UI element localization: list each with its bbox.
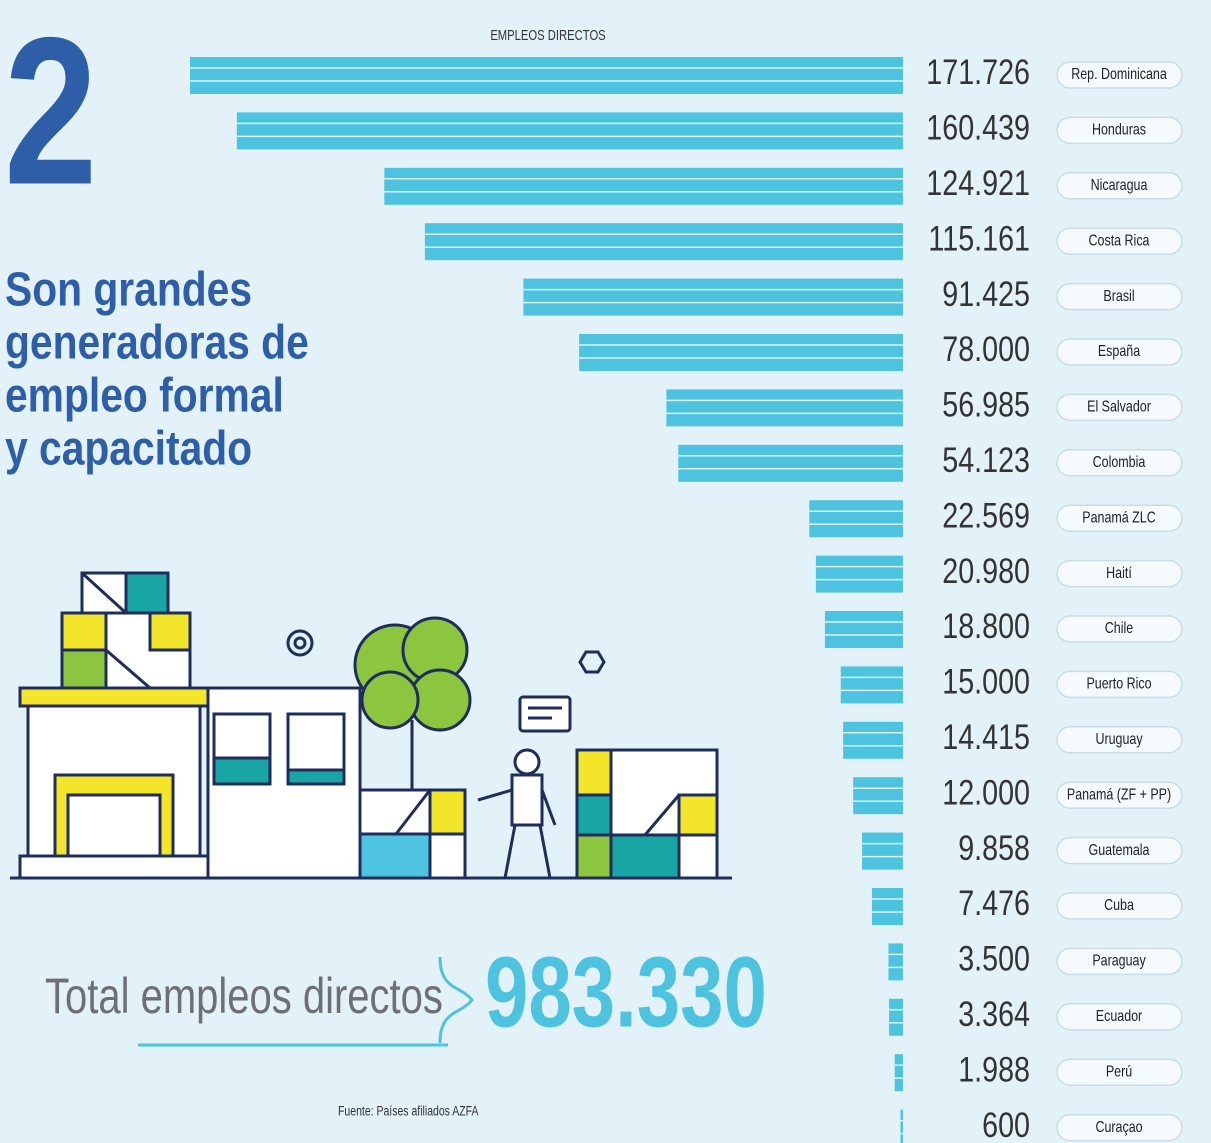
category-pill — [1056, 726, 1183, 754]
total-value: 983.330 — [485, 937, 767, 1049]
category-pill — [1056, 61, 1183, 89]
category-pill — [1056, 1003, 1183, 1031]
category-pill — [1056, 227, 1183, 255]
total-label: Total empleos directos — [45, 968, 443, 1024]
bar — [809, 500, 903, 538]
bar — [815, 555, 903, 593]
category-pill — [1056, 892, 1183, 920]
value-label: 171.726 — [926, 53, 1030, 92]
category-label: Chile — [1105, 620, 1133, 638]
value-label: 18.800 — [942, 607, 1030, 646]
value-label: 78.000 — [942, 330, 1030, 369]
category-label: Rep. Dominicana — [1071, 66, 1167, 84]
category-label: Cuba — [1104, 897, 1134, 915]
bar — [824, 611, 903, 648]
value-label: 56.985 — [942, 385, 1030, 424]
bar — [840, 666, 903, 704]
value-label: 3.364 — [958, 994, 1030, 1033]
category-label: Guatemala — [1089, 841, 1150, 859]
category-pill — [1056, 781, 1183, 809]
category-pill — [1056, 615, 1183, 643]
category-label: Paraguay — [1092, 952, 1146, 970]
bar — [678, 444, 903, 482]
title-line: empleo formal — [5, 370, 284, 423]
category-label: Haití — [1106, 564, 1132, 582]
value-label: 160.439 — [926, 108, 1030, 147]
bar — [190, 57, 903, 94]
category-label: Panamá ZLC — [1082, 509, 1155, 527]
category-pill — [1056, 670, 1183, 699]
value-label: 124.921 — [926, 163, 1030, 202]
category-pill — [1056, 947, 1183, 976]
category-pill — [1056, 449, 1183, 477]
value-label: 600 — [982, 1105, 1030, 1143]
bar — [853, 777, 903, 815]
bar — [889, 998, 903, 1036]
value-label: 15.000 — [942, 662, 1030, 701]
category-label: Ecuador — [1096, 1008, 1143, 1026]
illustration — [10, 571, 732, 880]
bar — [888, 943, 903, 981]
title-line: y capacitado — [5, 423, 252, 476]
bar — [523, 278, 903, 316]
bar — [384, 167, 903, 205]
bar — [843, 721, 903, 759]
value-axis-label: EMPLEOS DIRECTOS — [490, 26, 606, 43]
category-pill — [1056, 116, 1183, 145]
category-label: España — [1098, 343, 1140, 361]
value-label: 9.858 — [958, 828, 1030, 867]
category-pill — [1056, 559, 1183, 588]
value-label: 12.000 — [942, 773, 1030, 812]
source: Fuente: Países afiliados AZFA — [338, 1103, 479, 1119]
category-pill — [1056, 338, 1183, 366]
category-pill — [1056, 1058, 1183, 1086]
category-label: Puerto Rico — [1086, 675, 1151, 693]
value-label: 3.500 — [958, 939, 1030, 978]
value-label: 20.980 — [942, 551, 1030, 590]
category-label: Perú — [1106, 1063, 1132, 1081]
category-pill — [1056, 282, 1183, 311]
category-label: Panamá (ZF + PP) — [1067, 786, 1171, 804]
category-label: Uruguay — [1095, 731, 1143, 749]
category-pill — [1056, 836, 1183, 865]
total-brace — [138, 956, 474, 1047]
bar — [862, 832, 903, 870]
value-label: 22.569 — [942, 496, 1030, 535]
title-line: Son grandes — [5, 264, 252, 317]
category-pill — [1056, 172, 1183, 200]
value-label: 1.988 — [958, 1050, 1030, 1089]
category-label: Honduras — [1092, 121, 1146, 139]
category-pill — [1056, 393, 1183, 422]
value-label: 115.161 — [928, 219, 1030, 258]
bar — [666, 389, 903, 427]
value-label: 91.425 — [942, 274, 1030, 313]
category-label: Costa Rica — [1089, 232, 1150, 250]
value-label: 14.415 — [942, 717, 1030, 756]
value-label: 7.476 — [958, 884, 1030, 923]
bar — [424, 223, 903, 261]
bar — [579, 334, 903, 371]
section-number: 2 — [4, 0, 97, 229]
value-label: 54.123 — [942, 440, 1030, 479]
category-label: El Salvador — [1087, 398, 1151, 416]
category-label: Curaçao — [1095, 1118, 1142, 1136]
category-label: Nicaragua — [1091, 177, 1148, 195]
bar — [900, 1109, 903, 1143]
bar — [894, 1054, 903, 1092]
category-pill — [1056, 504, 1183, 532]
bar — [236, 112, 903, 150]
category-label: Colombia — [1093, 454, 1146, 472]
category-pill — [1056, 1113, 1183, 1142]
bar — [871, 888, 903, 925]
category-label: Brasil — [1103, 287, 1134, 305]
title-line: generadoras de — [5, 317, 309, 370]
